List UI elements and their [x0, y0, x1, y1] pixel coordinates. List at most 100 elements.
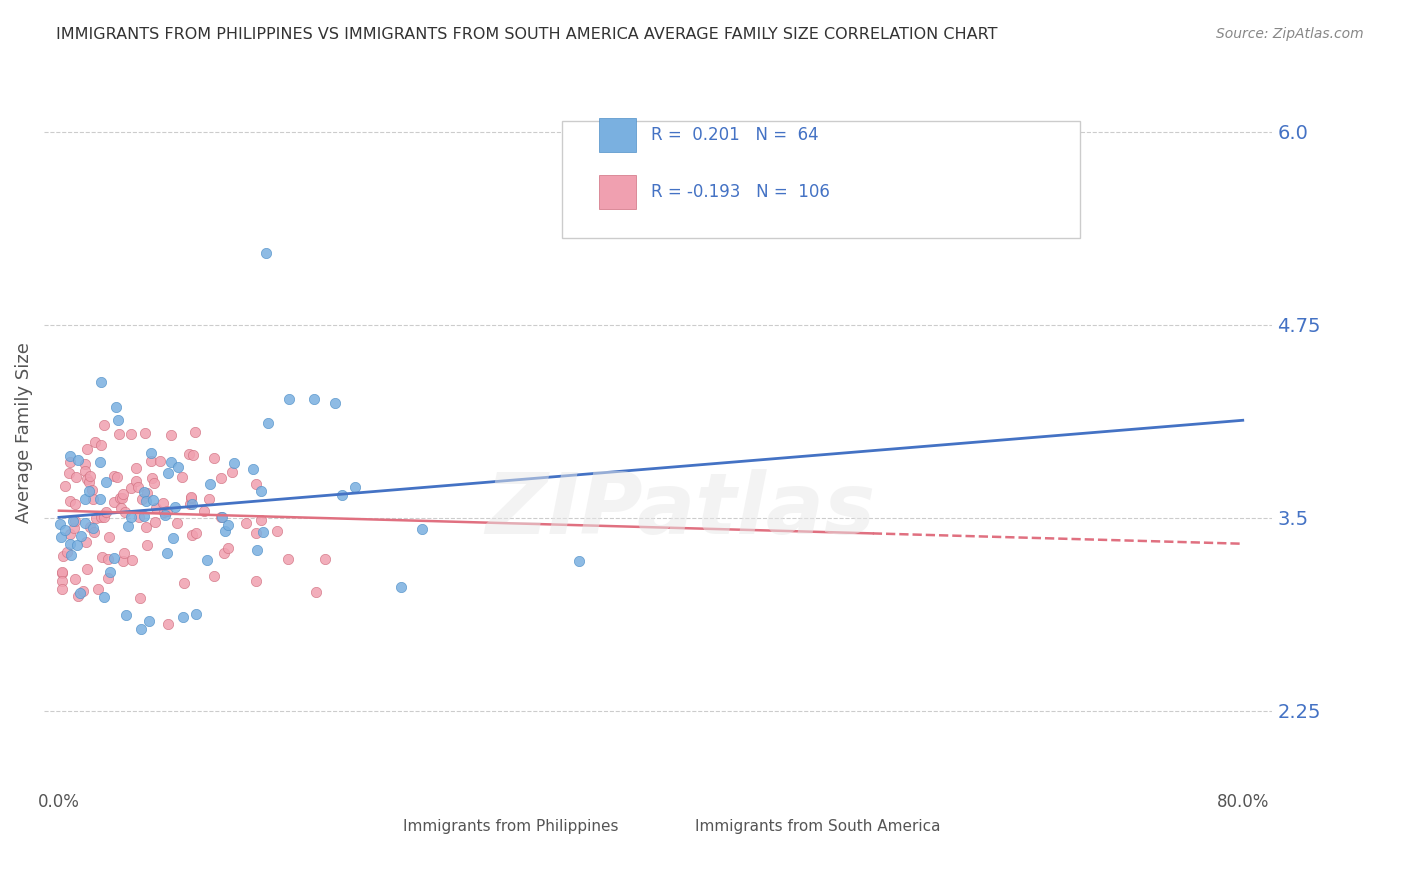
Point: [149, 454, 172, 468]
Point: [389, 580, 412, 594]
Point: [51, 530, 73, 544]
Point: [183, 425, 205, 439]
Bar: [599, 175, 636, 209]
Point: [138, 614, 160, 628]
Point: [343, 480, 366, 494]
Point: [256, 416, 278, 430]
Point: [172, 610, 194, 624]
Point: [184, 607, 207, 621]
Point: [76, 562, 98, 576]
Point: [209, 471, 232, 485]
Point: [200, 477, 222, 491]
Point: [107, 413, 129, 427]
Point: [108, 491, 131, 506]
Point: [302, 392, 325, 407]
Point: [172, 469, 194, 483]
Point: [103, 551, 125, 566]
Point: [141, 471, 163, 485]
Point: [153, 505, 176, 519]
Point: [97, 530, 120, 544]
Point: [93, 418, 115, 433]
Point: [87, 582, 110, 596]
Point: [51, 582, 73, 596]
Point: [83, 524, 105, 539]
Point: [63, 497, 86, 511]
Point: [125, 475, 148, 489]
Point: [245, 525, 267, 540]
Point: [212, 545, 235, 559]
Point: [77, 484, 100, 499]
Point: [181, 528, 204, 542]
Point: [131, 492, 153, 507]
Point: [198, 491, 221, 506]
Point: [214, 524, 236, 538]
Point: [103, 469, 125, 483]
Point: [127, 480, 149, 494]
Text: Immigrants from South America: Immigrants from South America: [695, 819, 941, 834]
Point: [254, 246, 277, 260]
Point: [120, 481, 142, 495]
Point: [330, 488, 353, 502]
Text: R = -0.193   N =  106: R = -0.193 N = 106: [651, 183, 830, 201]
Point: [110, 501, 132, 516]
Point: [91, 549, 114, 564]
Point: [125, 460, 148, 475]
Point: [217, 517, 239, 532]
Point: [129, 622, 152, 636]
Point: [278, 392, 301, 406]
Point: [76, 472, 98, 486]
Point: [105, 470, 128, 484]
Point: [143, 515, 166, 529]
Point: [83, 435, 105, 450]
Point: [195, 553, 218, 567]
Point: [211, 509, 233, 524]
Point: [166, 459, 188, 474]
Point: [277, 552, 299, 566]
Y-axis label: Average Family Size: Average Family Size: [15, 343, 32, 524]
FancyBboxPatch shape: [562, 120, 1080, 238]
Point: [180, 491, 202, 505]
Point: [114, 505, 136, 519]
Text: R =  0.201   N =  64: R = 0.201 N = 64: [651, 126, 818, 144]
Point: [245, 477, 267, 491]
Point: [66, 538, 89, 552]
Point: [75, 464, 97, 478]
Point: [179, 447, 201, 461]
Point: [217, 541, 239, 556]
Point: [120, 427, 142, 442]
Point: [69, 586, 91, 600]
Point: [173, 575, 195, 590]
Point: [108, 427, 131, 442]
Point: [179, 498, 201, 512]
Point: [152, 496, 174, 510]
Point: [156, 504, 179, 518]
Point: [73, 457, 96, 471]
Point: [323, 396, 346, 410]
Point: [128, 591, 150, 605]
Point: [52, 549, 75, 563]
Point: [89, 491, 111, 506]
Point: [76, 442, 98, 456]
Point: [98, 565, 121, 579]
Text: ZIPatlas: ZIPatlas: [485, 468, 876, 551]
Point: [82, 492, 104, 507]
Point: [250, 513, 273, 527]
Point: [51, 574, 73, 588]
Bar: [599, 118, 636, 152]
Point: [134, 426, 156, 441]
Point: [156, 467, 179, 481]
Text: Source: ZipAtlas.com: Source: ZipAtlas.com: [1216, 27, 1364, 41]
Point: [80, 483, 103, 497]
Point: [55, 544, 77, 558]
Point: [97, 571, 120, 585]
Point: [51, 566, 73, 580]
FancyBboxPatch shape: [333, 814, 357, 841]
Point: [145, 500, 167, 515]
Point: [160, 428, 183, 442]
Point: [58, 467, 80, 481]
Point: [155, 546, 177, 560]
Point: [132, 508, 155, 523]
Point: [242, 462, 264, 476]
Point: [59, 548, 82, 562]
Point: [63, 521, 86, 535]
